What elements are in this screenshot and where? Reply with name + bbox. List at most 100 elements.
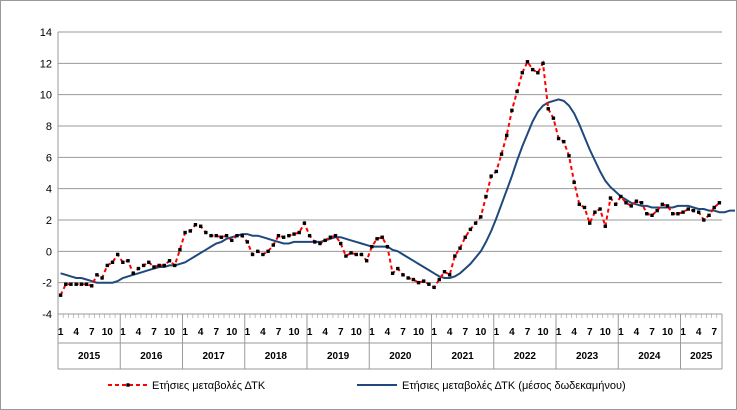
x-month-tick-label: 7: [587, 327, 593, 338]
series-point-annual: [333, 233, 338, 238]
series-point-annual: [385, 244, 390, 249]
x-year-label: 2019: [327, 351, 350, 362]
x-month-tick-label: 10: [164, 327, 176, 338]
series-point-annual: [121, 260, 125, 264]
series-point-annual: [69, 282, 73, 286]
x-month-tick-label: 10: [226, 327, 238, 338]
series-point-annual: [370, 244, 374, 249]
series-point-annual: [136, 266, 141, 271]
y-tick-label: 10: [40, 90, 52, 102]
series-point-annual: [178, 248, 182, 252]
y-tick-label: 4: [46, 184, 52, 196]
series-point-annual: [530, 67, 535, 72]
series-point-annual: [344, 254, 348, 258]
series-point-annual: [183, 230, 187, 235]
series-point-annual: [307, 233, 312, 238]
y-tick-label: 8: [46, 121, 52, 133]
series-point-annual: [629, 204, 633, 208]
series-point-annual: [64, 282, 68, 286]
x-month-tick-label: 1: [556, 327, 562, 338]
x-month-tick-label: 10: [102, 327, 114, 338]
legend-label-annual: Ετήσιες μεταβολές ΔΤΚ: [152, 380, 266, 392]
series-point-annual: [577, 202, 582, 207]
series-point-annual: [401, 273, 405, 277]
x-month-tick-label: 1: [58, 327, 64, 338]
x-month-tick-label: 4: [447, 327, 453, 338]
legend-marker-annual: [126, 383, 130, 387]
x-month-tick-label: 7: [462, 327, 468, 338]
series-point-annual: [354, 252, 358, 257]
x-month-tick-label: 1: [494, 327, 500, 338]
series-point-annual: [292, 232, 296, 236]
x-month-tick-label: 7: [711, 327, 717, 338]
series-point-annual: [505, 133, 509, 138]
series-point-annual: [219, 235, 224, 239]
series-point-annual: [147, 260, 151, 264]
x-month-tick-label: 7: [525, 327, 531, 338]
x-year-label: 2015: [78, 351, 101, 362]
x-month-tick-label: 10: [475, 327, 487, 338]
x-month-tick-label: 4: [696, 327, 702, 338]
series-point-annual: [484, 194, 488, 199]
series-point-annual: [245, 240, 250, 244]
series-point-annual: [463, 235, 467, 239]
x-year-label: 2018: [265, 351, 288, 362]
series-point-annual: [339, 241, 343, 246]
x-month-tick-label: 7: [338, 327, 344, 338]
series-point-annual: [95, 273, 99, 277]
x-month-tick-label: 7: [276, 327, 282, 338]
x-year-label: 2017: [203, 351, 226, 362]
series-point-annual: [541, 61, 545, 66]
x-year-label: 2023: [576, 351, 599, 362]
x-month-tick-label: 10: [413, 327, 425, 338]
x-year-label: 2024: [638, 351, 661, 362]
series-point-annual: [546, 107, 550, 111]
x-month-tick-label: 7: [400, 327, 406, 338]
series-point-annual: [645, 212, 649, 216]
x-month-tick-label: 1: [431, 327, 437, 338]
x-month-tick-label: 7: [89, 327, 95, 338]
series-point-annual: [349, 251, 353, 255]
series-point-annual: [422, 279, 426, 283]
series-point-annual: [510, 108, 514, 113]
series-point-annual: [411, 277, 416, 282]
series-point-annual: [281, 235, 286, 239]
series-point-annual: [276, 233, 281, 238]
series-point-annual: [173, 263, 177, 268]
series-point-annual: [110, 260, 115, 264]
x-month-tick-label: 10: [600, 327, 612, 338]
series-point-annual: [323, 238, 327, 243]
series-point-annual: [593, 210, 597, 214]
series-point-annual: [686, 207, 690, 211]
series-point-annual: [250, 252, 255, 257]
x-month-tick-label: 4: [571, 327, 577, 338]
x-year-label: 2025: [690, 351, 713, 362]
series-point-annual: [416, 280, 421, 285]
series-point-annual: [696, 210, 701, 214]
series-point-annual: [567, 154, 571, 158]
series-point-annual: [712, 205, 716, 210]
series-point-annual: [613, 202, 618, 207]
series-point-annual: [432, 285, 436, 290]
series-point-annual: [287, 233, 291, 238]
series-point-annual: [717, 201, 722, 205]
x-year-label: 2021: [452, 351, 475, 362]
x-month-tick-label: 7: [213, 327, 219, 338]
x-month-tick-label: 1: [680, 327, 686, 338]
y-tick-label: 6: [46, 152, 52, 164]
series-point-annual: [489, 174, 493, 178]
series-point-annual: [473, 221, 478, 225]
x-month-tick-label: 1: [245, 327, 251, 338]
x-month-tick-label: 1: [182, 327, 188, 338]
series-point-annual: [479, 215, 483, 219]
series-point-annual: [603, 224, 607, 228]
series-point-annual: [266, 249, 270, 254]
series-point-annual: [79, 282, 84, 286]
series-point-annual: [691, 208, 696, 213]
series-point-annual: [152, 265, 156, 269]
series-point-annual: [297, 230, 301, 235]
series-point-annual: [271, 243, 275, 247]
legend-label-average: Ετήσιες μεταβολές ΔΤΚ (μέσος δωδεκαμήνου…: [402, 380, 626, 392]
x-month-tick-label: 4: [509, 327, 515, 338]
